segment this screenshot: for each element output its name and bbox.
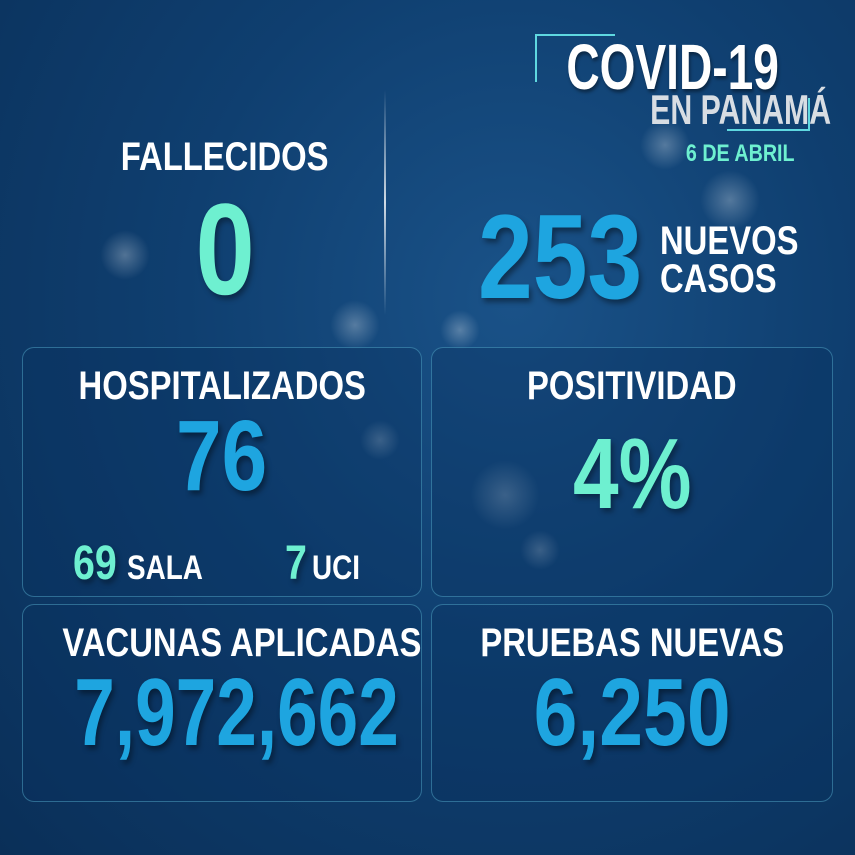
pruebas-label: PRUEBAS NUEVAS	[480, 621, 784, 665]
subtitle-wrap: EN PANAMÁ	[615, 86, 831, 134]
hospitalizados-card: HOSPITALIZADOS 76 69 SALA 7 UCI	[22, 347, 422, 597]
report-date: 6 DE ABRIL	[685, 140, 795, 167]
positividad-card: POSITIVIDAD 4%	[431, 347, 833, 597]
page-subtitle: EN PANAMÁ	[650, 86, 832, 133]
casos-label: CASOS	[660, 257, 777, 301]
vacunas-value: 7,972,662	[74, 659, 399, 766]
hospitalizados-value: 76	[176, 400, 268, 512]
fallecidos-value: 0	[195, 176, 255, 322]
fallecidos-label: FALLECIDOS	[121, 135, 329, 179]
title-frame-bottom	[727, 129, 810, 131]
casos-value-wrap: 253	[455, 188, 665, 326]
nuevos-casos-label: NUEVOS CASOS	[660, 219, 829, 301]
date-wrap: 6 DE ABRIL	[660, 140, 820, 168]
page-title: COVID-19	[566, 31, 779, 103]
sala-row: 69 SALA	[73, 536, 219, 591]
fallecidos-section: FALLECIDOS 0	[60, 135, 390, 324]
pruebas-card: PRUEBAS NUEVAS 6,250	[431, 604, 833, 802]
hospitalizados-label: HOSPITALIZADOS	[78, 364, 366, 408]
pruebas-value: 6,250	[533, 659, 731, 766]
uci-row: 7 UCI	[285, 536, 371, 591]
sala-value: 69	[73, 537, 117, 590]
title-frame-top	[535, 34, 615, 36]
title-frame-right	[808, 98, 810, 130]
positividad-value: 4%	[572, 418, 692, 530]
sala-label: SALA	[126, 549, 203, 587]
nuevos-label: NUEVOS	[660, 219, 799, 263]
vacunas-card: VACUNAS APLICADAS 7,972,662	[22, 604, 422, 802]
vacunas-label: VACUNAS APLICADAS	[62, 621, 422, 665]
uci-label: UCI	[312, 549, 361, 587]
title-frame-left	[535, 34, 537, 82]
page-title-wrap: COVID-19	[525, 30, 785, 104]
nuevos-casos-value: 253	[477, 190, 643, 324]
divider	[384, 90, 386, 315]
uci-value: 7	[285, 537, 307, 590]
positividad-label: POSITIVIDAD	[527, 364, 737, 408]
